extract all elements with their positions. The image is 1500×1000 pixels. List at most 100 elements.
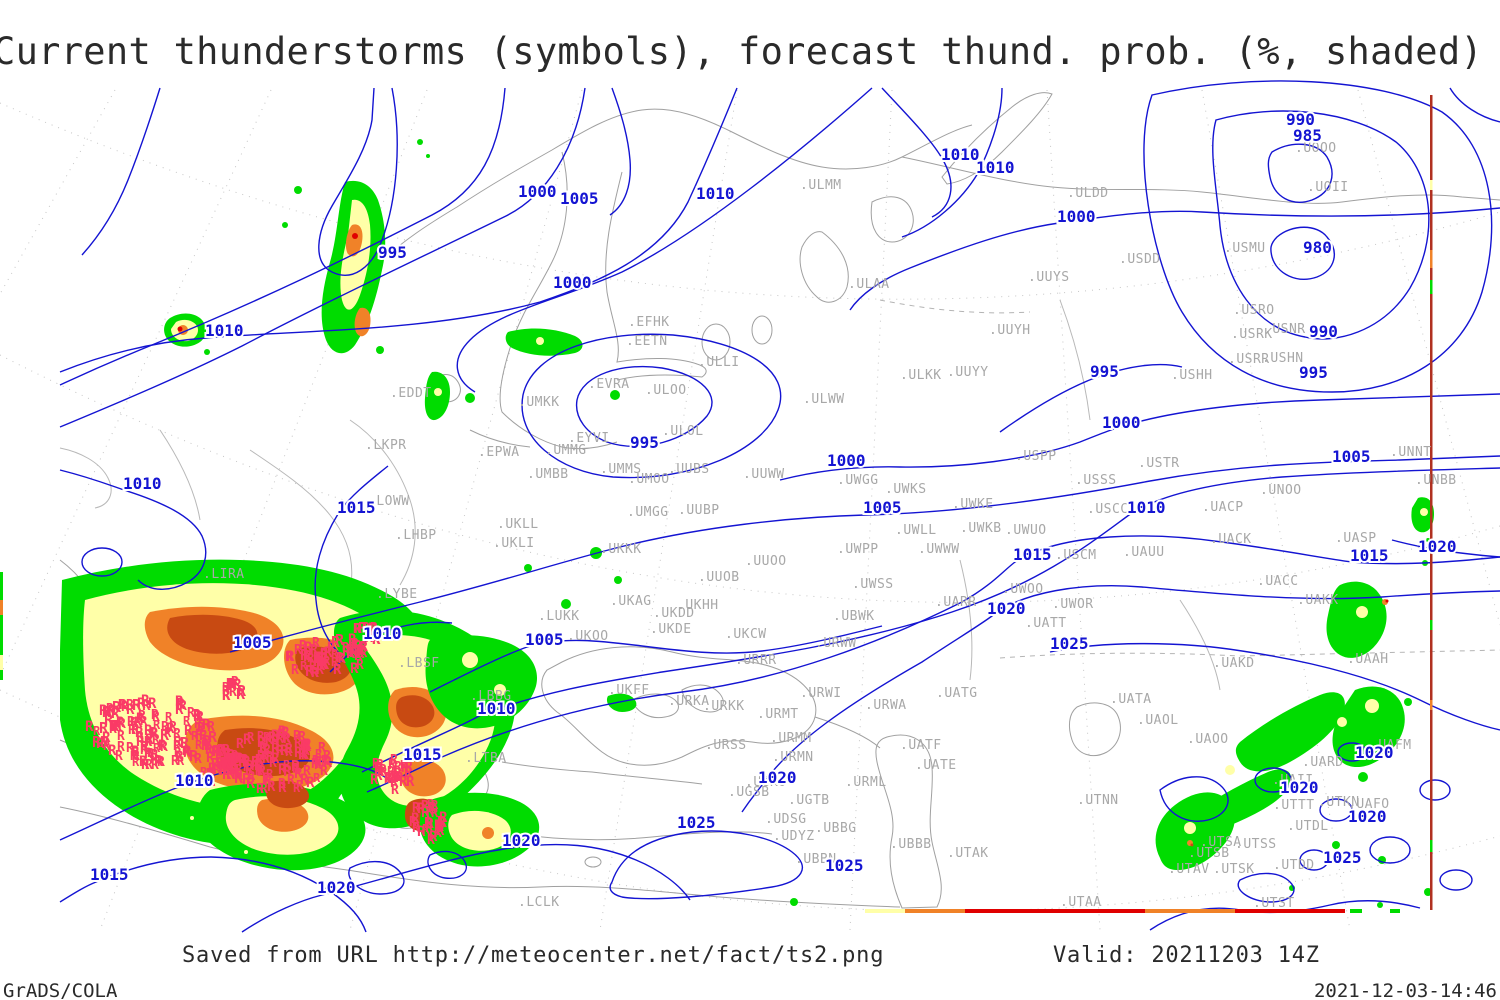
thunderstorm-symbol: R <box>314 755 322 770</box>
isobar-label: 1015 <box>1013 545 1052 564</box>
thunderstorm-symbol: R <box>305 662 315 680</box>
thunderstorm-symbol: R <box>319 658 327 673</box>
thunderstorm-symbol: R <box>206 771 216 789</box>
thunderstorm-symbol: R <box>276 744 284 759</box>
thunderstorm-symbol: R <box>151 708 159 723</box>
thunderstorm-symbol: R <box>421 799 429 814</box>
thunderstorm-symbol: R <box>247 730 255 744</box>
thunderstorm-symbol: R <box>128 723 136 738</box>
station-label: .UTDL <box>1287 819 1329 834</box>
thunderstorm-symbol: R <box>436 823 445 839</box>
thunderstorm-symbol: R <box>102 705 111 721</box>
station-label: .UACK <box>1210 532 1252 547</box>
thunderstorm-symbol: R <box>333 662 342 678</box>
thunderstorm-symbol: R <box>260 782 268 797</box>
isobar-label: 1010 <box>363 624 402 643</box>
thunderstorm-symbol: R <box>428 800 437 816</box>
thunderstorm-symbol: R <box>132 696 142 714</box>
thunderstorm-symbol: R <box>427 833 435 848</box>
isobar-label: 1010 <box>696 184 735 203</box>
thunderstorm-symbol: R <box>232 767 240 782</box>
thunderstorm-symbol: R <box>368 621 377 637</box>
station-label: .URMM <box>770 731 812 746</box>
thunderstorm-symbol: R <box>278 777 286 792</box>
thunderstorm-symbol: R <box>195 738 203 752</box>
thunderstorm-symbol: R <box>201 738 210 754</box>
thunderstorm-symbol: R <box>189 747 199 765</box>
thunderstorm-symbol: R <box>426 805 434 820</box>
thunderstorm-symbol: R <box>421 805 430 821</box>
station-label: .UARD <box>1302 755 1344 770</box>
thunderstorm-symbol: R <box>278 724 287 740</box>
thunderstorm-symbol: R <box>137 696 146 712</box>
thunderstorm-symbol: R <box>307 651 315 665</box>
thunderstorm-symbol: R <box>152 733 160 748</box>
thunderstorm-symbol: R <box>243 760 251 774</box>
thunderstorm-symbol: R <box>336 651 344 666</box>
station-label: .UTAK <box>947 846 989 861</box>
station-label: .USNR <box>1264 322 1306 337</box>
station-label: .URKK <box>703 699 745 714</box>
station-label: .UOOO <box>1295 141 1337 156</box>
thunderstorm-symbol: R <box>119 698 127 713</box>
thunderstorm-symbol: R <box>387 771 396 787</box>
thunderstorm-symbol: R <box>221 755 230 771</box>
thunderstorm-symbol: R <box>405 760 413 775</box>
thunderstorm-symbol: R <box>356 658 364 673</box>
thunderstorm-symbol: R <box>135 725 144 741</box>
thunderstorm-symbol: R <box>285 650 293 665</box>
station-label: .UARR <box>935 595 977 610</box>
thunderstorm-symbol: R <box>151 758 159 773</box>
station-label: .UKKK <box>600 542 642 557</box>
thunderstorm-symbol: R <box>335 631 345 649</box>
thunderstorm-symbol: R <box>140 714 148 728</box>
thunderstorm-symbol: R <box>294 736 302 751</box>
thunderstorm-symbol: R <box>303 764 311 779</box>
thunderstorm-symbol: R <box>175 749 184 765</box>
station-label: .LUKK <box>538 609 580 624</box>
station-label: .UWKE <box>952 497 994 512</box>
thunderstorm-symbol: R <box>312 753 320 767</box>
station-label: .UWPP <box>837 542 879 557</box>
station-label: .URKA <box>668 694 710 709</box>
thunderstorm-symbol: R <box>121 700 129 715</box>
thunderstorm-symbol: R <box>271 751 280 767</box>
thunderstorm-symbol: R <box>223 755 232 771</box>
station-label: .LYBE <box>376 587 418 602</box>
thunderstorm-symbol: R <box>370 772 379 788</box>
station-label: .EVRA <box>588 377 630 392</box>
thunderstorm-symbol: R <box>109 722 117 737</box>
thunderstorm-symbol: R <box>177 754 185 768</box>
station-label: .UAOL <box>1137 713 1179 728</box>
thunderstorm-symbol: R <box>234 766 244 784</box>
isobar-label: 1005 <box>863 498 902 517</box>
thunderstorm-symbol: R <box>354 648 363 664</box>
station-label: .UWUO <box>1005 523 1047 538</box>
thunderstorm-symbol: R <box>99 719 109 737</box>
station-label: .UMKK <box>518 395 560 410</box>
thunderstorm-symbol: R <box>354 622 362 637</box>
thunderstorm-symbol: R <box>175 702 184 718</box>
thunderstorm-symbol: R <box>160 740 168 755</box>
station-label: .USTR <box>1138 456 1180 471</box>
thunderstorm-symbol: R <box>248 769 256 783</box>
thunderstorm-symbol: R <box>268 730 277 746</box>
isobar-label: 990 <box>1309 322 1338 341</box>
station-label: .UTSK <box>1213 862 1255 877</box>
station-label: .ULOO <box>645 383 687 398</box>
station-label: .UBBG <box>815 821 857 836</box>
thunderstorm-symbol: R <box>281 725 290 741</box>
station-label: .ULDD <box>1067 186 1109 201</box>
station-label: .UDSG <box>765 812 807 827</box>
isobar-label: 1000 <box>518 182 557 201</box>
thunderstorm-symbol: R <box>225 753 233 768</box>
station-label: .UGKO <box>745 775 787 790</box>
thunderstorm-symbol: R <box>313 771 321 785</box>
station-label: .UATA <box>1110 692 1152 707</box>
thunderstorm-symbol: R <box>257 735 266 751</box>
thunderstorm-symbol: R <box>255 751 265 769</box>
footer-datetime: 2021-12-03-14:46 <box>1313 980 1497 1000</box>
thunderstorm-symbol: R <box>118 698 126 713</box>
thunderstorm-symbol: R <box>360 646 368 660</box>
thunderstorm-symbol: R <box>434 818 443 834</box>
